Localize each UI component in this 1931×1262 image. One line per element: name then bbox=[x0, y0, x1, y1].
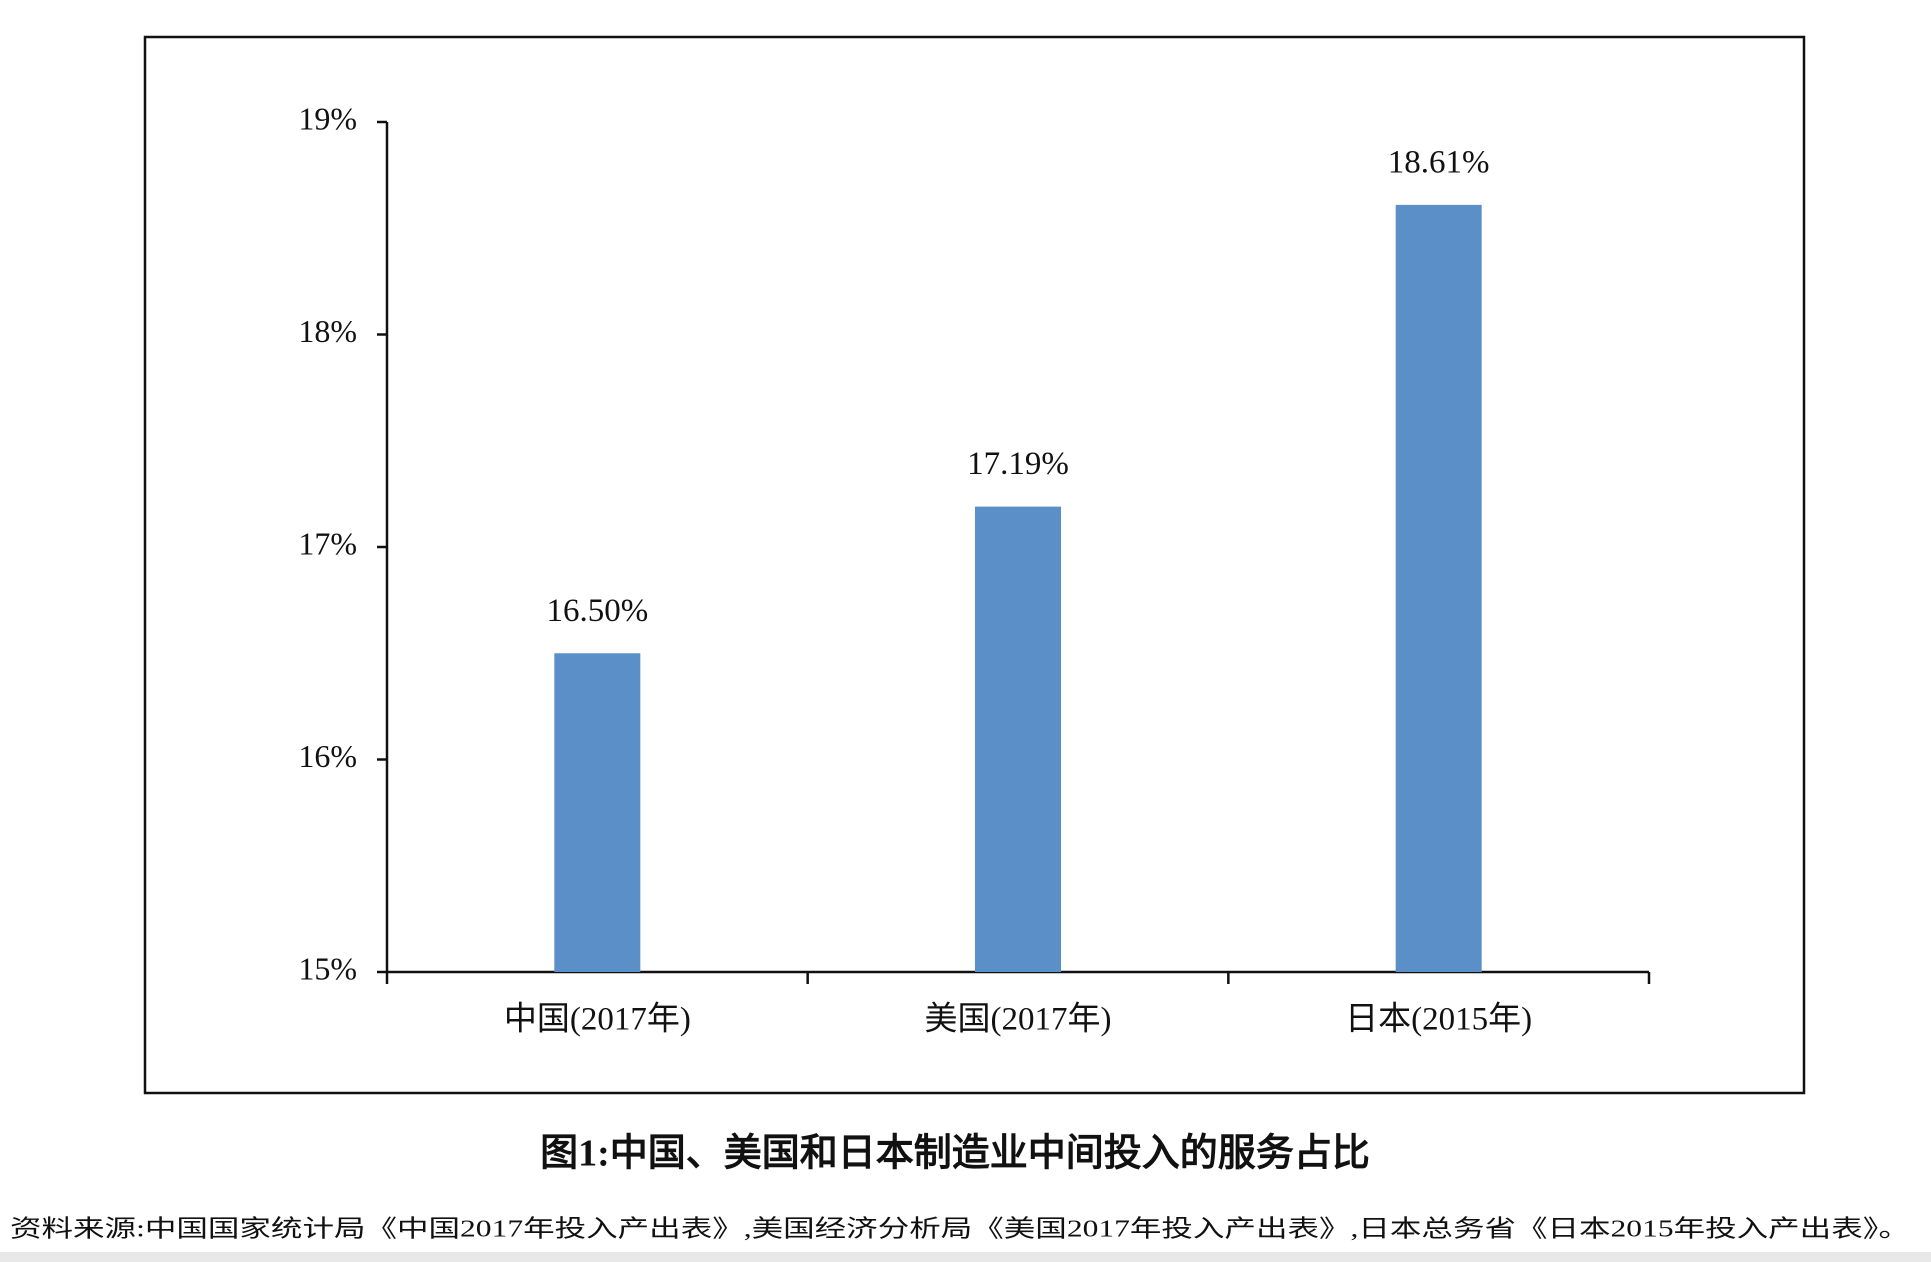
x-tick-label: 日本(2015年) bbox=[1345, 1001, 1532, 1038]
x-tick-label: 中国(2017年) bbox=[504, 1001, 691, 1038]
value-label: 17.19% bbox=[967, 446, 1069, 482]
bar bbox=[554, 653, 641, 972]
y-tick-label: 15% bbox=[298, 950, 357, 986]
y-tick-label: 19% bbox=[298, 100, 357, 136]
value-label: 18.61% bbox=[1388, 144, 1490, 180]
x-tick-label: 美国(2017年) bbox=[925, 1001, 1112, 1038]
y-tick-label: 16% bbox=[298, 738, 357, 774]
bar bbox=[1395, 204, 1482, 972]
y-tick-label: 18% bbox=[298, 313, 357, 349]
y-tick-label: 17% bbox=[298, 525, 357, 561]
chart-frame bbox=[143, 35, 1806, 1095]
chart-title: 图1:中国、美国和日本制造业中间投入的服务占比 bbox=[540, 1133, 1370, 1175]
bar bbox=[975, 506, 1061, 972]
value-label: 16.50% bbox=[546, 593, 648, 629]
source-note: 资料来源:中国国家统计局《中国2017年投入产出表》,美国经济分析局《美国201… bbox=[10, 1216, 1910, 1243]
bottom-strip bbox=[0, 1252, 1931, 1262]
